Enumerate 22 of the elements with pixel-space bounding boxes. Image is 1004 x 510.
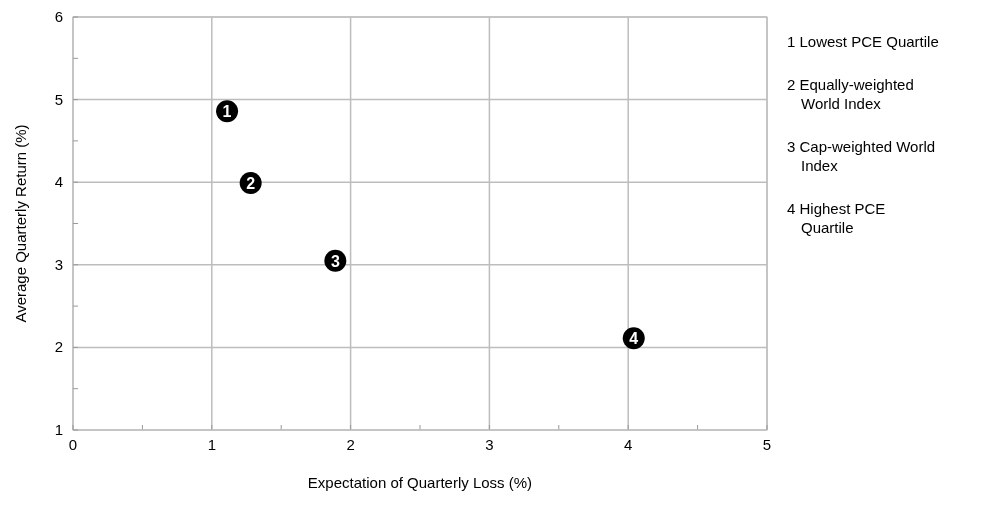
x-axis-title: Expectation of Quarterly Loss (%) — [307, 474, 533, 491]
annotation: 2 — [246, 175, 256, 193]
x-tick-label: 5 — [762, 436, 772, 453]
text: 1 Lowest PCE Quartile — [787, 33, 939, 50]
text: 3 Cap-weighted World Index — [787, 138, 936, 174]
annotation: 3 — [330, 252, 340, 270]
text: 2 Equally-weighted World Index — [787, 76, 914, 112]
x-tick-label: 4 — [624, 436, 633, 453]
y-tick-label: 5 — [54, 90, 63, 108]
y-tick-label: 4 — [54, 173, 63, 191]
y-tick-label: 1 — [54, 421, 63, 438]
x-tick-label: 3 — [485, 436, 494, 453]
y-tick-label: 2 — [54, 338, 63, 356]
text: 4 Highest PCE Quartile — [787, 200, 886, 236]
y-axis-title: Average Quarterly Return (%) — [12, 124, 29, 323]
x-tick-label: 0 — [68, 436, 78, 453]
x-tick-label: 2 — [346, 436, 355, 453]
annotation: 4 — [629, 330, 639, 348]
y-tick-label: 3 — [54, 255, 63, 273]
x-tick-label: 1 — [207, 436, 216, 453]
y-tick-label: 6 — [54, 8, 63, 25]
annotation: 1 — [222, 103, 232, 121]
